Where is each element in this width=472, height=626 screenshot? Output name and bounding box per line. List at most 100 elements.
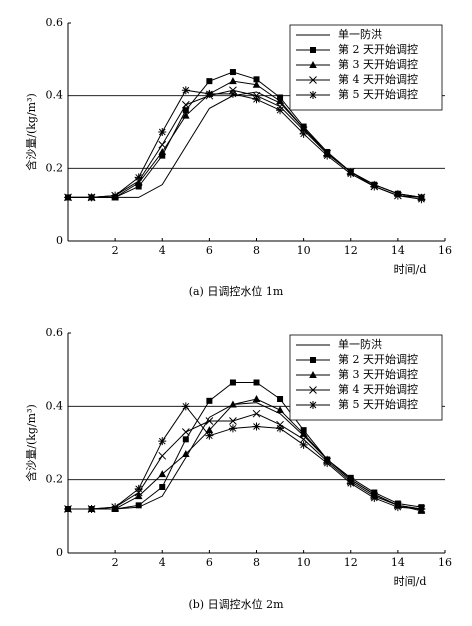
y-tick-label: 0 (56, 546, 63, 559)
point (87, 193, 96, 202)
point (111, 503, 120, 512)
legend-label: 第 5 天开始调控 (338, 397, 418, 411)
legend-marker (309, 91, 317, 99)
point (64, 505, 72, 513)
legend-marker (310, 47, 316, 53)
legend-label: 第 3 天开始调控 (338, 57, 418, 71)
point (159, 484, 166, 490)
point (158, 437, 167, 446)
legend-marker (309, 386, 317, 394)
point (228, 89, 237, 98)
point (253, 379, 260, 386)
x-tick-label: 6 (206, 556, 213, 569)
y-tick-label: 0 (56, 234, 63, 247)
x-tick-label: 2 (112, 244, 119, 257)
point (299, 129, 308, 138)
point (276, 424, 285, 433)
series-line (68, 405, 422, 510)
x-axis-label: 时间/d (394, 263, 427, 276)
point (158, 140, 167, 149)
point (159, 152, 166, 159)
x-tick-label: 16 (438, 556, 452, 569)
x-tick-label: 12 (344, 244, 358, 257)
point (277, 396, 284, 402)
legend-label: 第 4 天开始调控 (338, 72, 418, 86)
point (182, 107, 189, 114)
point (205, 431, 214, 440)
y-tick-label: 0.4 (46, 399, 64, 412)
point (135, 502, 142, 509)
x-tick-label: 10 (297, 556, 311, 569)
point (252, 395, 261, 402)
point (299, 124, 308, 132)
point (346, 169, 355, 178)
point (323, 459, 332, 468)
point (252, 95, 261, 104)
point (276, 97, 284, 105)
caption: (b) 日调控水位 2m (188, 597, 284, 611)
point (370, 494, 379, 502)
point (276, 106, 285, 115)
point (182, 450, 190, 457)
point (276, 406, 284, 413)
point (181, 402, 190, 411)
x-tick-label: 4 (159, 244, 166, 257)
point (206, 78, 213, 85)
x-tick-label: 8 (253, 556, 260, 569)
point (181, 86, 190, 95)
x-axis-label: 时间/d (394, 575, 427, 588)
point (134, 178, 143, 186)
legend-label: 第 2 天开始调控 (338, 352, 418, 366)
series-line (68, 89, 422, 200)
y-axis-label: 含沙量/(kg/m³) (24, 93, 38, 171)
series-line (68, 398, 422, 512)
point (229, 400, 237, 408)
point (229, 379, 236, 386)
point (158, 470, 167, 478)
point (205, 417, 214, 425)
point (228, 424, 237, 433)
point (252, 409, 261, 418)
point (370, 182, 379, 191)
legend-label: 单一防洪 (338, 337, 382, 351)
point (135, 183, 142, 190)
series-line (68, 80, 422, 198)
legend-label: 单一防洪 (338, 27, 382, 41)
point (87, 505, 96, 513)
point (253, 76, 260, 83)
x-tick-label: 6 (206, 244, 213, 257)
point (205, 89, 214, 98)
y-axis-label: 含沙量/(kg/m³) (24, 404, 38, 482)
point (181, 428, 190, 436)
point (252, 80, 261, 88)
point (158, 128, 167, 136)
y-tick-label: 0.6 (46, 16, 64, 29)
legend-label: 第 4 天开始调控 (338, 382, 418, 396)
point (134, 173, 143, 182)
point (111, 191, 120, 200)
series-line (68, 382, 422, 510)
point (229, 69, 236, 76)
point (252, 422, 261, 431)
point (134, 484, 143, 493)
point (393, 503, 402, 512)
legend-marker (309, 401, 317, 409)
point (229, 417, 237, 425)
point (181, 100, 190, 109)
x-tick-label: 10 (297, 244, 311, 257)
point (417, 505, 426, 513)
series-line (68, 413, 422, 510)
legend-marker (309, 61, 317, 68)
point (182, 111, 190, 119)
point (134, 492, 143, 500)
y-tick-label: 0.2 (46, 161, 64, 174)
point (182, 436, 189, 443)
legend-marker (310, 357, 316, 363)
point (299, 435, 308, 444)
point (299, 429, 308, 437)
legend-label: 第 3 天开始调控 (338, 367, 418, 381)
x-tick-label: 2 (112, 556, 119, 569)
point (205, 426, 214, 434)
x-tick-label: 16 (438, 244, 452, 257)
